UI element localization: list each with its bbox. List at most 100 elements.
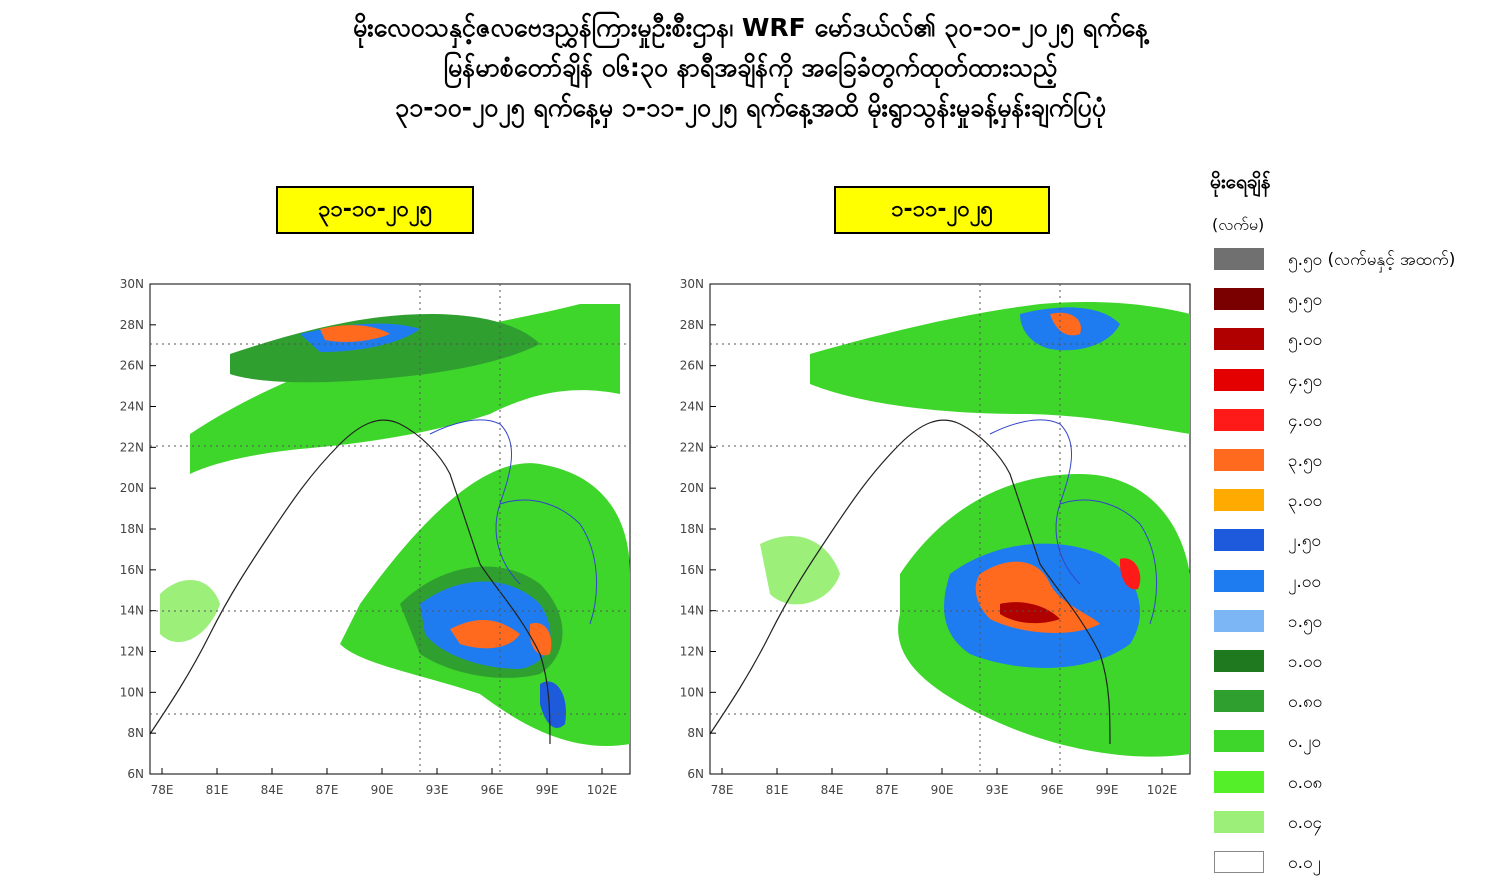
legend-swatch bbox=[1214, 489, 1264, 512]
lat-tick-label: 14N bbox=[680, 604, 704, 618]
lon-tick-label: 84E bbox=[821, 783, 844, 797]
state-borders bbox=[499, 499, 597, 625]
legend-label: ၅.၀၀ bbox=[1288, 330, 1323, 351]
legend-label: ၀.၂၀ bbox=[1288, 732, 1321, 753]
lon-tick-label: 99E bbox=[536, 783, 559, 797]
lat-tick-label: 22N bbox=[680, 440, 704, 454]
lat-tick-label: 10N bbox=[120, 685, 144, 699]
lat-tick-label: 12N bbox=[120, 645, 144, 659]
rain-area bbox=[1000, 602, 1060, 624]
lat-tick-label: 28N bbox=[120, 318, 144, 332]
lat-tick-label: 16N bbox=[680, 563, 704, 577]
legend-swatch bbox=[1214, 569, 1264, 592]
lat-tick-label: 8N bbox=[127, 726, 144, 740]
rain-area bbox=[230, 314, 540, 383]
lat-tick-label: 26N bbox=[120, 359, 144, 373]
legend-swatch bbox=[1214, 449, 1264, 471]
legend-swatch bbox=[1214, 248, 1264, 270]
legend-swatch bbox=[1214, 690, 1264, 713]
legend-label: ၀.၈၀ bbox=[1288, 692, 1323, 713]
lat-tick-label: 20N bbox=[680, 481, 704, 495]
legend-label: ၃.၅၀ bbox=[1288, 451, 1323, 471]
rain-area bbox=[1120, 558, 1141, 590]
legend-swatch bbox=[1214, 328, 1264, 351]
lat-tick-label: 14N bbox=[120, 604, 144, 618]
legend-label: ၃.၀၀ bbox=[1288, 491, 1323, 512]
lon-tick-label: 84E bbox=[261, 783, 284, 797]
legend-swatch bbox=[1214, 851, 1264, 873]
lon-tick-label: 96E bbox=[1041, 783, 1064, 797]
rain-area bbox=[530, 623, 552, 656]
legend-swatch bbox=[1214, 770, 1264, 793]
lon-tick-label: 93E bbox=[426, 783, 449, 797]
lat-tick-label: 18N bbox=[680, 522, 704, 536]
rain-area bbox=[160, 580, 220, 643]
legend-swatch bbox=[1214, 609, 1264, 632]
map-date-label-2: ၁-၁၁-၂၀၂၅ bbox=[834, 186, 1050, 234]
lat-tick-label: 6N bbox=[687, 767, 704, 781]
lat-tick-label: 20N bbox=[120, 481, 144, 495]
lon-tick-label: 96E bbox=[481, 783, 504, 797]
lon-tick-label: 90E bbox=[371, 783, 394, 797]
legend-label: ၅.၅၀ bbox=[1288, 290, 1323, 311]
lon-tick-label: 78E bbox=[711, 783, 734, 797]
title-line-1: မိုးလေဝသနှင့်ဇလဗေဒညွှန်ကြားမှုဦးစီးဌာန၊ … bbox=[352, 13, 1149, 42]
legend-label: ၀.၀၂ bbox=[1288, 853, 1321, 873]
lat-tick-label: 10N bbox=[680, 685, 704, 699]
state-borders bbox=[1059, 499, 1157, 625]
legend-swatch bbox=[1214, 810, 1264, 833]
map-date-label-1: ၃၁-၁၀-၂၀၂၅ bbox=[276, 186, 474, 234]
legend-unit: (လက်မ) bbox=[1212, 215, 1265, 234]
lat-tick-label: 28N bbox=[680, 318, 704, 332]
legend-title: မိုးရေချိန် bbox=[1210, 171, 1271, 193]
rain-area bbox=[760, 535, 840, 605]
legend-label: ၀.၀၄ bbox=[1288, 812, 1323, 833]
lat-tick-label: 6N bbox=[127, 767, 144, 781]
title-line-2: မြန်မာစံတော်ချိန် ၀၆:၃၀ နာရီအချိန်ကို အခ… bbox=[443, 53, 1058, 82]
legend-swatch bbox=[1214, 650, 1264, 672]
lat-tick-label: 30N bbox=[680, 277, 704, 291]
legend-label: ၁.၀၀ bbox=[1288, 652, 1323, 672]
lon-tick-label: 81E bbox=[766, 783, 789, 797]
rain-area bbox=[540, 681, 566, 728]
coastline bbox=[150, 419, 551, 745]
legend-label: ၀.၀၈ bbox=[1288, 772, 1323, 793]
legend-swatch bbox=[1214, 730, 1264, 753]
legend-label: ၄.၅၀ bbox=[1288, 370, 1323, 391]
lat-tick-label: 12N bbox=[680, 645, 704, 659]
rain-area bbox=[450, 619, 520, 649]
lat-tick-label: 8N bbox=[687, 726, 704, 740]
lon-tick-label: 78E bbox=[151, 783, 174, 797]
title-line-3: ၃၁-၁၀-၂၀၂၅ ရက်နေ့မှ ၁-၁၁-၂၀၂၅ ရက်နေ့အထိ … bbox=[395, 93, 1106, 122]
legend-label: ၂.၀၀ bbox=[1288, 571, 1321, 592]
lon-tick-label: 93E bbox=[986, 783, 1009, 797]
legend-label: ၅.၅၀ (လက်မနှင့် အထက်) bbox=[1288, 250, 1456, 270]
lon-tick-label: 87E bbox=[876, 783, 899, 797]
lon-tick-label: 99E bbox=[1096, 783, 1119, 797]
state-borders bbox=[989, 419, 1081, 585]
lon-tick-label: 90E bbox=[931, 783, 954, 797]
lon-tick-label: 102E bbox=[587, 783, 618, 797]
lat-tick-label: 22N bbox=[120, 440, 144, 454]
rainfall-map-1: 30N 28N 26N 24N 22N 20N 18N 16N 14N 12N 10N 8N 6N 78E… bbox=[120, 277, 631, 797]
lat-tick-label: 30N bbox=[120, 277, 144, 291]
legend-swatch bbox=[1214, 529, 1264, 552]
lat-tick-label: 24N bbox=[120, 400, 144, 414]
state-borders bbox=[429, 419, 521, 585]
lon-tick-label: 102E bbox=[1147, 783, 1178, 797]
legend-swatch bbox=[1214, 288, 1264, 311]
lat-tick-label: 18N bbox=[120, 522, 144, 536]
legend-label: ၁.၅၀ bbox=[1288, 611, 1323, 632]
lat-tick-label: 16N bbox=[120, 563, 144, 577]
rain-area bbox=[320, 325, 390, 342]
rainfall-map-2: 30N 28N 26N 24N 22N 20N 18N 16N 14N 12N 10N 8N 6N 78E… bbox=[680, 277, 1191, 797]
coastline bbox=[710, 419, 1111, 745]
legend-label: ၂.၅၀ bbox=[1288, 531, 1321, 552]
rain-area bbox=[1050, 312, 1081, 336]
legend-swatch bbox=[1214, 408, 1264, 431]
legend-swatch bbox=[1214, 368, 1264, 391]
legend-label: ၄.၀၀ bbox=[1288, 410, 1323, 431]
lon-tick-label: 81E bbox=[206, 783, 229, 797]
page-title: မိုးလေဝသနှင့်ဇလဗေဒညွှန်ကြားမှုဦးစီးဌာန၊ … bbox=[0, 8, 1501, 128]
lon-tick-label: 87E bbox=[316, 783, 339, 797]
